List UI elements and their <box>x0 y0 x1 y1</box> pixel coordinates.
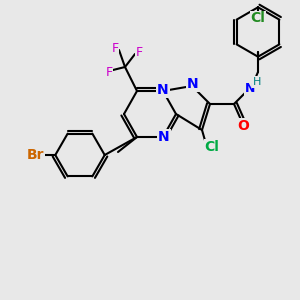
Text: F: F <box>111 41 118 55</box>
Text: N: N <box>157 83 169 97</box>
Text: Cl: Cl <box>205 140 219 154</box>
Text: H: H <box>253 77 261 87</box>
Text: N: N <box>187 77 199 91</box>
Text: O: O <box>237 119 249 133</box>
Text: F: F <box>135 46 142 59</box>
Text: F: F <box>105 65 112 79</box>
Text: Br: Br <box>26 148 44 162</box>
Text: N: N <box>245 82 255 95</box>
Text: N: N <box>158 130 170 144</box>
Text: Cl: Cl <box>250 11 266 25</box>
